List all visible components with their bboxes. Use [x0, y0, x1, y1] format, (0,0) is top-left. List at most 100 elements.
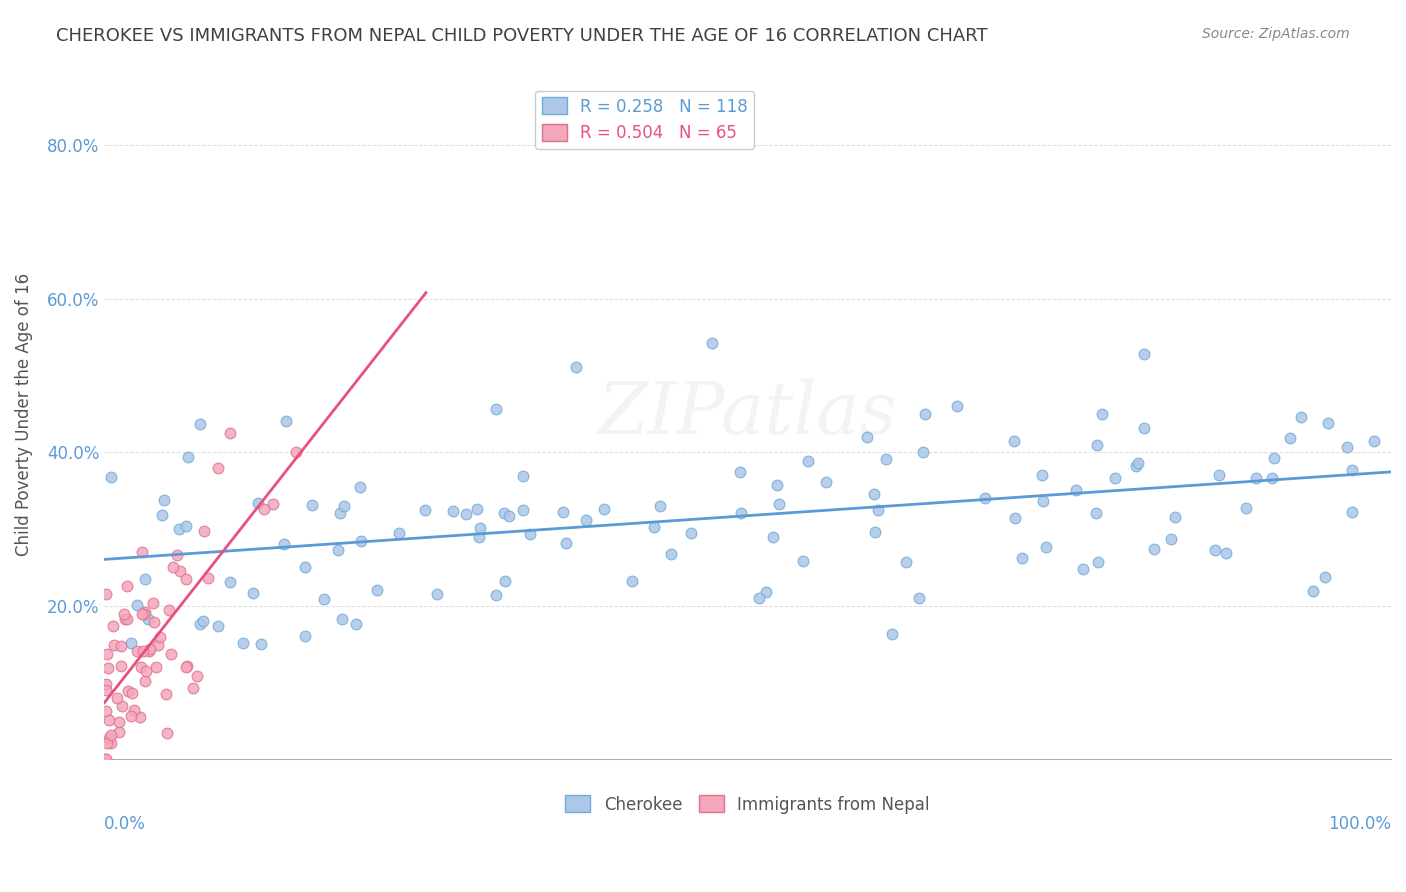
Point — [250, 637, 273, 651]
Point — [232, 636, 254, 650]
Point — [197, 570, 219, 584]
Point — [470, 521, 492, 535]
Point — [748, 591, 770, 605]
Point — [94, 677, 117, 691]
Point — [1087, 555, 1109, 569]
Point — [100, 736, 122, 750]
Point — [242, 586, 264, 600]
Point — [1128, 456, 1150, 470]
Point — [494, 574, 516, 589]
Point — [207, 619, 229, 633]
Point — [755, 585, 778, 599]
Point — [101, 618, 124, 632]
Point — [498, 509, 520, 524]
Point — [120, 635, 142, 649]
Point — [1263, 451, 1285, 466]
Point — [1244, 471, 1267, 485]
Point — [564, 359, 586, 374]
Point — [1031, 467, 1053, 482]
Point — [593, 502, 616, 516]
Point — [219, 575, 242, 590]
Point — [1315, 570, 1337, 584]
Point — [188, 617, 211, 632]
Point — [1002, 434, 1025, 448]
Point — [105, 691, 128, 706]
Point — [681, 526, 703, 541]
Point — [648, 499, 671, 513]
Point — [169, 564, 191, 578]
Point — [792, 554, 814, 568]
Point — [1004, 511, 1026, 525]
Point — [162, 560, 184, 574]
Text: 100.0%: 100.0% — [1329, 814, 1391, 833]
Point — [908, 591, 931, 605]
Point — [1362, 434, 1385, 449]
Point — [134, 605, 156, 619]
Point — [349, 480, 371, 494]
Point — [284, 444, 307, 458]
Point — [333, 499, 356, 513]
Point — [855, 430, 877, 444]
Point — [762, 530, 785, 544]
Point — [253, 502, 276, 516]
Point — [1340, 463, 1362, 477]
Point — [512, 469, 534, 483]
Point — [346, 617, 368, 632]
Point — [914, 407, 936, 421]
Point — [114, 612, 136, 626]
Point — [120, 709, 142, 723]
Point — [512, 503, 534, 517]
Point — [1104, 471, 1126, 485]
Point — [129, 659, 152, 673]
Point — [815, 475, 838, 489]
Point — [193, 614, 215, 628]
Point — [880, 627, 903, 641]
Point — [1085, 438, 1108, 452]
Point — [125, 599, 148, 613]
Point — [247, 496, 270, 510]
Point — [553, 505, 575, 519]
Point — [1032, 493, 1054, 508]
Point — [465, 501, 488, 516]
Point — [110, 640, 132, 654]
Point — [1066, 483, 1088, 497]
Point — [554, 536, 576, 550]
Point — [121, 686, 143, 700]
Point — [186, 669, 208, 683]
Point — [350, 533, 373, 548]
Point — [160, 647, 183, 661]
Point — [519, 527, 541, 541]
Point — [174, 660, 197, 674]
Point — [1261, 471, 1284, 485]
Point — [1234, 500, 1257, 515]
Point — [485, 588, 508, 602]
Point — [1208, 468, 1230, 483]
Point — [312, 592, 335, 607]
Point — [122, 703, 145, 717]
Point — [131, 545, 153, 559]
Point — [108, 724, 131, 739]
Point — [138, 644, 160, 658]
Point — [111, 698, 134, 713]
Point — [125, 644, 148, 658]
Point — [135, 664, 157, 678]
Point — [875, 451, 897, 466]
Point — [973, 491, 995, 506]
Point — [193, 524, 215, 538]
Y-axis label: Child Poverty Under the Age of 16: Child Poverty Under the Age of 16 — [15, 272, 32, 556]
Point — [862, 487, 884, 501]
Point — [768, 498, 790, 512]
Point — [1142, 541, 1164, 556]
Point — [1316, 417, 1339, 431]
Point — [1302, 584, 1324, 599]
Point — [659, 547, 682, 561]
Point — [494, 506, 516, 520]
Point — [117, 684, 139, 698]
Point — [94, 587, 117, 601]
Point — [155, 726, 177, 740]
Point — [294, 559, 316, 574]
Point — [1011, 551, 1033, 566]
Point — [131, 607, 153, 622]
Point — [766, 478, 789, 492]
Point — [945, 399, 967, 413]
